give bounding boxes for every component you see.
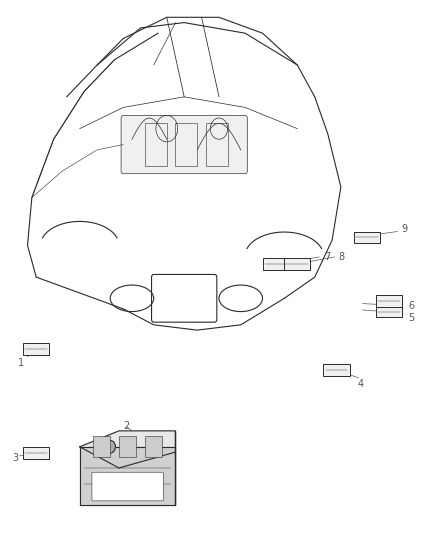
Bar — [145, 436, 162, 457]
Text: 8: 8 — [339, 252, 345, 262]
Bar — [145, 123, 167, 166]
Bar — [119, 436, 136, 457]
Text: 7: 7 — [324, 252, 330, 262]
Text: 6: 6 — [408, 301, 414, 311]
Circle shape — [105, 440, 116, 453]
Text: 3: 3 — [12, 454, 18, 463]
Polygon shape — [80, 431, 176, 468]
Bar — [323, 364, 350, 376]
Bar — [284, 258, 311, 270]
Bar — [23, 447, 49, 459]
Bar — [93, 436, 110, 457]
FancyBboxPatch shape — [92, 472, 163, 501]
Bar — [262, 258, 289, 270]
Bar — [23, 343, 49, 354]
Bar — [376, 306, 402, 317]
Circle shape — [148, 440, 159, 453]
FancyBboxPatch shape — [121, 115, 247, 174]
Polygon shape — [80, 447, 176, 505]
Bar — [206, 123, 228, 166]
Bar — [354, 231, 380, 243]
Text: 9: 9 — [401, 224, 407, 235]
Bar — [376, 295, 402, 307]
Text: 4: 4 — [357, 379, 364, 389]
Bar — [176, 123, 197, 166]
Text: 2: 2 — [123, 421, 129, 431]
Text: 5: 5 — [408, 313, 414, 324]
Text: 1: 1 — [18, 358, 24, 368]
